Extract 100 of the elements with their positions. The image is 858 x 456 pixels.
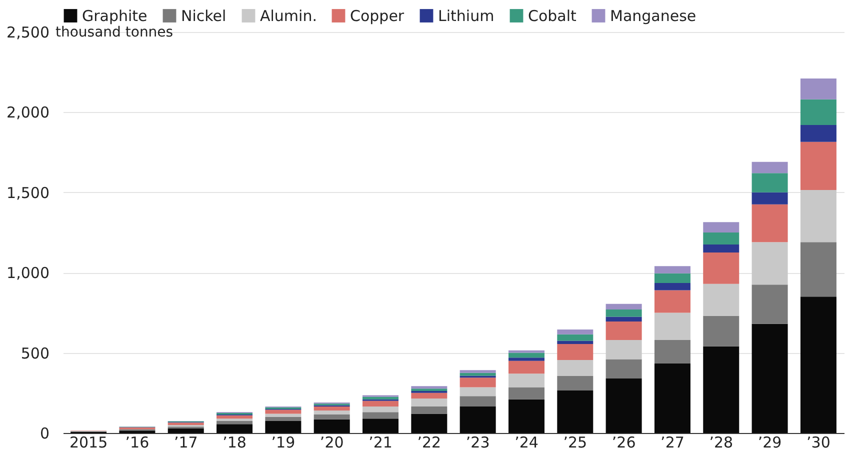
bar	[508, 387, 544, 400]
bar	[703, 346, 740, 433]
bar	[800, 296, 836, 433]
bar	[606, 322, 642, 340]
bar	[265, 420, 302, 433]
bar	[216, 424, 253, 433]
bar	[703, 252, 740, 284]
bar	[508, 399, 544, 433]
bar	[265, 410, 302, 414]
bar	[752, 242, 788, 285]
bar	[314, 406, 350, 411]
bar	[216, 415, 253, 419]
bar	[508, 374, 544, 388]
bar	[460, 378, 496, 388]
bar	[362, 396, 399, 400]
bar	[460, 396, 496, 407]
x-tick-label: ’19	[271, 434, 296, 452]
bar	[557, 344, 594, 360]
bar	[703, 244, 740, 253]
legend-label: Cobalt	[528, 6, 577, 25]
bar	[654, 283, 690, 290]
x-tick-label: 2015	[69, 434, 108, 452]
legend-label: Lithium	[438, 6, 494, 25]
x-tick-label: ’22	[417, 434, 442, 452]
bar	[460, 387, 496, 396]
x-tick-label: ’28	[709, 434, 734, 452]
y-tick-label: 0	[40, 424, 50, 442]
legend-label: Alumin.	[260, 6, 317, 25]
bar	[557, 390, 594, 433]
bar	[703, 316, 740, 346]
bar	[557, 360, 594, 376]
bar	[606, 340, 642, 360]
x-tick-label: ’17	[174, 434, 198, 452]
y-axis-title: thousand tonnes	[56, 24, 174, 40]
bar	[752, 324, 788, 433]
bar	[800, 242, 836, 297]
x-tick-label: ’20	[320, 434, 344, 452]
bar	[606, 309, 642, 317]
bar	[654, 312, 690, 340]
bar	[703, 222, 740, 232]
bar	[654, 266, 690, 274]
bar	[654, 363, 690, 433]
bar	[314, 414, 350, 420]
bar	[314, 410, 350, 415]
x-tick-label: ’26	[612, 434, 636, 452]
legend-label: Copper	[350, 6, 405, 25]
bar	[557, 334, 594, 341]
legend-label: Manganese	[610, 6, 696, 25]
bar	[460, 406, 496, 433]
bar	[752, 192, 788, 204]
bar	[654, 290, 690, 313]
bar	[508, 358, 544, 361]
bar	[606, 378, 642, 433]
bar	[362, 400, 399, 407]
bar	[606, 316, 642, 322]
bar	[800, 190, 836, 242]
bar	[265, 414, 302, 417]
legend-label: Graphite	[82, 6, 148, 25]
bar	[654, 273, 690, 284]
bar	[168, 428, 204, 433]
bar	[703, 232, 740, 245]
y-tick-label: 500	[20, 344, 50, 362]
x-tick-label: ’24	[514, 434, 538, 452]
x-tick-label: ’25	[563, 434, 588, 452]
legend-label: Nickel	[181, 6, 226, 25]
x-tick-label: ’23	[466, 434, 490, 452]
bar	[800, 125, 836, 142]
bar	[265, 416, 302, 421]
bar	[800, 99, 836, 126]
bar	[411, 398, 448, 407]
bar	[752, 162, 788, 174]
bar	[557, 330, 594, 334]
bar	[362, 406, 399, 412]
bar	[508, 352, 544, 358]
bar	[752, 284, 788, 324]
x-tick-label: ’16	[125, 434, 150, 452]
bar	[411, 406, 448, 414]
x-tick-label: ’30	[806, 434, 830, 452]
bar	[216, 420, 253, 424]
x-tick-label: ’21	[368, 434, 392, 452]
bar	[362, 412, 399, 419]
bar	[703, 284, 740, 316]
bar	[508, 350, 544, 353]
bar	[508, 360, 544, 374]
y-tick-label: 1,500	[6, 184, 50, 202]
y-tick-label: 2,500	[6, 24, 50, 42]
y-tick-label: 1,000	[6, 264, 50, 282]
bar	[557, 340, 594, 344]
bar	[800, 142, 836, 190]
bar	[654, 340, 690, 364]
x-tick-label: ’18	[222, 434, 246, 452]
bar	[752, 204, 788, 242]
bar	[411, 386, 448, 389]
bar	[362, 418, 399, 433]
x-tick-label: ’27	[660, 434, 684, 452]
bar	[606, 304, 642, 310]
bar	[411, 392, 448, 399]
bar	[752, 173, 788, 192]
bar	[557, 376, 594, 390]
x-tick-label: ’29	[758, 434, 782, 452]
